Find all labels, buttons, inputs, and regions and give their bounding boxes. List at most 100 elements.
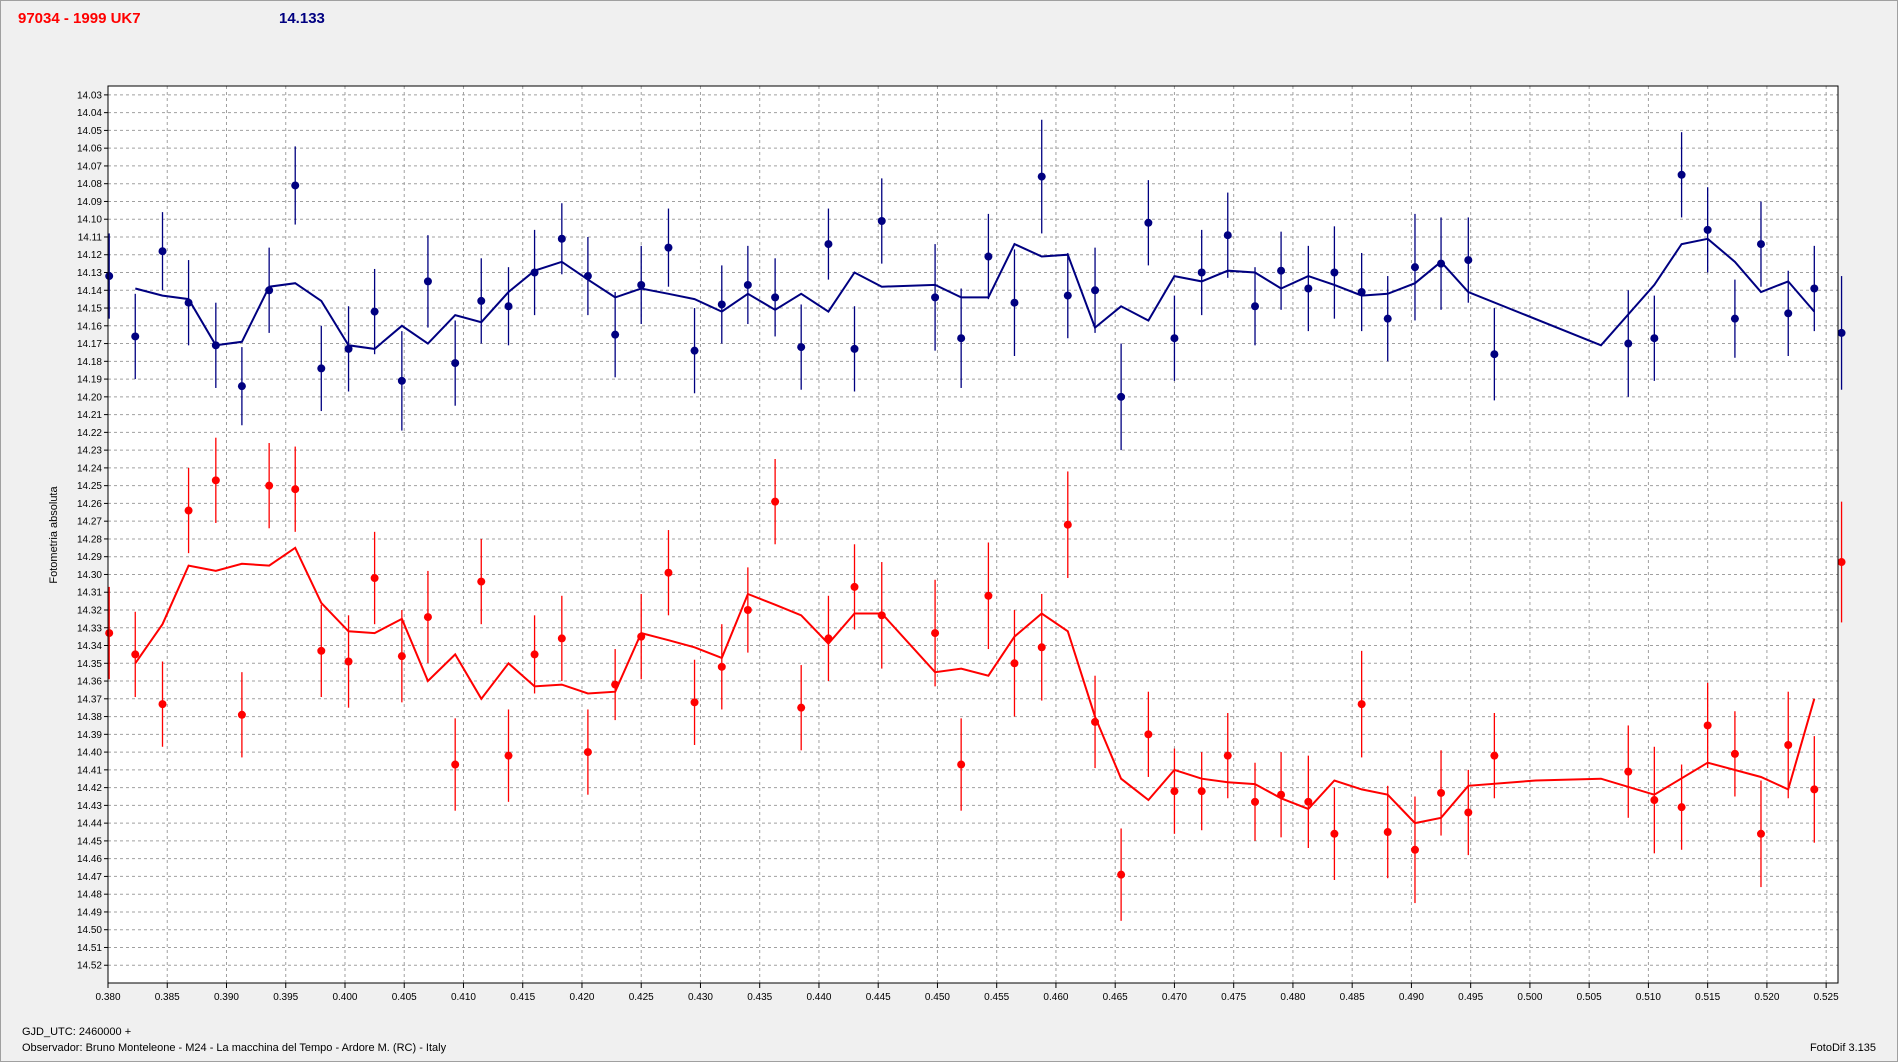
data-point [877, 611, 886, 620]
x-tick-label: 0.395 [273, 992, 298, 1003]
data-point [557, 634, 566, 643]
data-point [370, 574, 379, 583]
data-point [850, 344, 859, 353]
data-point [423, 613, 432, 622]
data-point [583, 748, 592, 757]
data-point [611, 330, 620, 339]
y-tick-label: 14.10 [77, 215, 102, 226]
data-point [611, 680, 620, 689]
y-tick-label: 14.35 [77, 659, 102, 670]
data-point [931, 293, 940, 302]
data-point [797, 703, 806, 712]
data-point [1357, 700, 1366, 709]
series-layer [105, 119, 1846, 921]
data-point [1677, 803, 1686, 812]
y-tick-label: 14.13 [77, 268, 102, 279]
data-point [984, 252, 993, 261]
data-point [451, 760, 460, 769]
y-tick-label: 14.42 [77, 783, 102, 794]
y-tick-label: 14.52 [77, 961, 102, 972]
data-point [583, 272, 592, 281]
data-point [1650, 334, 1659, 343]
gjd-reference: GJD_UTC: 2460000 + [22, 1026, 132, 1038]
data-point [265, 481, 274, 490]
y-tick-label: 14.27 [77, 517, 102, 528]
x-tick-label: 0.475 [1221, 992, 1246, 1003]
y-tick-label: 14.51 [77, 943, 102, 954]
y-tick-label: 14.48 [77, 890, 102, 901]
software-version: FotoDif 3.135 [1809, 1042, 1876, 1054]
data-point [717, 662, 726, 671]
y-tick-label: 14.06 [77, 144, 102, 155]
y-tick-label: 14.03 [77, 90, 102, 101]
data-point [1730, 749, 1739, 758]
y-tick-label: 14.40 [77, 748, 102, 759]
plot-area [108, 86, 1838, 983]
x-tick-label: 0.525 [1814, 992, 1839, 1003]
data-point [184, 506, 193, 515]
data-point [1410, 845, 1419, 854]
y-tick-label: 14.22 [77, 428, 102, 439]
data-point [1650, 796, 1659, 805]
data-point [1223, 231, 1232, 240]
data-point [1144, 218, 1153, 227]
data-point [1223, 751, 1232, 760]
data-point [957, 334, 966, 343]
data-point [717, 300, 726, 309]
y-tick-label: 14.24 [77, 463, 102, 474]
grid [107, 86, 1838, 983]
y-tick-label: 14.25 [77, 481, 102, 492]
data-point [1091, 717, 1100, 726]
data-point [637, 280, 646, 289]
x-tick-label: 0.435 [747, 992, 772, 1003]
data-point [451, 359, 460, 368]
data-point [1117, 870, 1126, 879]
y-tick-label: 14.49 [77, 907, 102, 918]
y-tick-label: 14.30 [77, 570, 102, 581]
data-point [158, 247, 167, 256]
x-tick-label: 0.480 [1280, 992, 1305, 1003]
y-tick-label: 14.41 [77, 765, 102, 776]
x-tick-label: 0.450 [925, 992, 950, 1003]
data-point [1703, 225, 1712, 234]
x-tick-label: 0.385 [155, 992, 180, 1003]
x-tick-label: 0.390 [214, 992, 239, 1003]
data-point [850, 582, 859, 591]
data-point [771, 293, 780, 302]
data-point [1037, 172, 1046, 181]
data-point [1170, 334, 1179, 343]
data-point [743, 605, 752, 614]
data-point [1383, 314, 1392, 323]
x-tick-label: 0.430 [688, 992, 713, 1003]
data-point [344, 657, 353, 666]
data-point [771, 497, 780, 506]
data-point [423, 277, 432, 286]
y-tick-label: 14.50 [77, 925, 102, 936]
y-tick-label: 14.11 [78, 232, 103, 243]
data-point [530, 650, 539, 659]
data-point [291, 181, 300, 190]
data-point [317, 364, 326, 373]
x-tick-label: 0.400 [332, 992, 357, 1003]
data-point [1730, 314, 1739, 323]
data-point [184, 298, 193, 307]
data-point [1010, 298, 1019, 307]
x-tick-label: 0.495 [1458, 992, 1483, 1003]
data-point [1490, 751, 1499, 760]
observer-info: Observador: Bruno Monteleone - M24 - La … [22, 1042, 447, 1054]
data-point [131, 332, 140, 341]
x-tick-label: 0.465 [1103, 992, 1128, 1003]
y-tick-label: 14.32 [77, 605, 102, 616]
data-point [957, 760, 966, 769]
y-axis: 14.03 14.04 14.05 14.06 14.07 14.08 14.09 14.10… [77, 90, 108, 972]
data-point [1677, 170, 1686, 179]
y-tick-label: 14.36 [77, 677, 102, 688]
data-point [1063, 291, 1072, 300]
data-point [1837, 558, 1846, 567]
y-tick-label: 14.15 [77, 304, 102, 315]
x-tick-label: 0.405 [392, 992, 417, 1003]
data-point [1756, 240, 1765, 249]
x-tick-label: 0.425 [629, 992, 654, 1003]
y-tick-label: 14.18 [77, 357, 102, 368]
x-tick-label: 0.470 [1162, 992, 1187, 1003]
